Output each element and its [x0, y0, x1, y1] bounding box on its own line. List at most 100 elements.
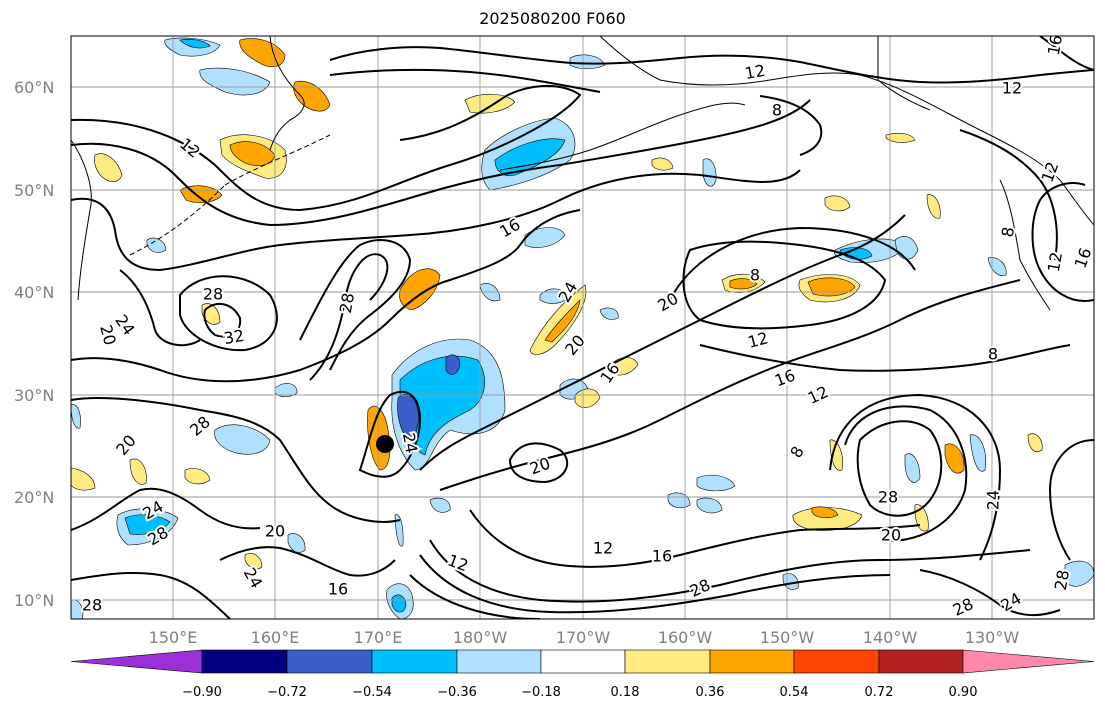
- contour-label: 12: [743, 61, 766, 83]
- positive-anomaly-region: [574, 388, 601, 408]
- contour-label: 28: [687, 575, 713, 601]
- contour-line: [71, 487, 261, 531]
- contour-label: 20: [561, 331, 589, 359]
- contour-label: 24: [997, 589, 1024, 616]
- negative-anomaly-region: [599, 307, 619, 320]
- colorbar-ticks: −0.90 −0.72 −0.54 −0.36 −0.18 0.18 0.36 …: [182, 685, 977, 700]
- contour-line: [759, 95, 823, 156]
- contour-line: [1039, 36, 1094, 71]
- contour-line: [856, 420, 943, 517]
- contour-label: 16: [1044, 33, 1066, 56]
- contour-line: [71, 209, 581, 383]
- contour-label: 8: [772, 101, 782, 120]
- colorbar-tick: 0.36: [696, 685, 725, 700]
- negative-anomaly-region: [524, 227, 566, 248]
- colorbar-segments: [70, 649, 1095, 674]
- negative-anomaly-region: [146, 237, 167, 253]
- colorbar-tick: −0.90: [182, 685, 222, 700]
- contour-line: [1031, 182, 1094, 302]
- contour-label: 12: [805, 382, 831, 408]
- contour-label: 28: [336, 291, 358, 314]
- contour-line: [71, 571, 231, 619]
- positive-anomaly-region: [729, 278, 758, 290]
- lat-label: 20°N: [14, 488, 54, 507]
- negative-anomaly-region: [539, 288, 569, 304]
- lon-label: 130°W: [965, 628, 1020, 647]
- colorbar-segment: [286, 649, 373, 674]
- colorbar-tick: 0.72: [865, 685, 894, 700]
- colorbar-segment: [70, 649, 203, 674]
- lon-label: 150°W: [760, 628, 815, 647]
- colorbar-tick: −0.72: [267, 685, 307, 700]
- positive-anomaly-region: [651, 157, 674, 171]
- positive-anomaly-region: [824, 195, 851, 212]
- longitude-axis: 150°E 160°E 170°E 180°W 170°W 160°W 150°…: [149, 628, 1020, 647]
- lon-label: 160°W: [658, 628, 713, 647]
- contour-label: 20: [265, 522, 285, 541]
- contour-label: 8: [750, 266, 760, 285]
- shaded-field-layer: [71, 37, 1094, 619]
- contour-line: [329, 68, 601, 93]
- contour-label: 8: [988, 345, 998, 364]
- map-title: 2025080200 F060: [479, 9, 626, 28]
- contour-label: 28: [950, 594, 976, 620]
- contour-label: 28: [82, 596, 102, 615]
- contour-line: [439, 279, 1021, 491]
- colorbar-tick: 0.54: [780, 685, 809, 700]
- contour-line: [419, 554, 891, 614]
- lon-label: 180°W: [453, 628, 508, 647]
- contour-label: 24: [984, 490, 1003, 510]
- colorbar: −0.90 −0.72 −0.54 −0.36 −0.18 0.18 0.36 …: [70, 649, 1095, 700]
- contour-label: 16: [1071, 245, 1096, 271]
- colorbar-segment: [962, 649, 1095, 674]
- asia-coast: [71, 139, 92, 301]
- contour-label: 28: [878, 488, 898, 507]
- negative-anomaly-region: [214, 424, 271, 455]
- contour-label: 32: [222, 326, 245, 348]
- negative-anomaly-region: [702, 158, 717, 187]
- contour-line: [1048, 439, 1094, 561]
- contour-label: 16: [496, 215, 523, 242]
- negative-anomaly-region: [429, 497, 451, 513]
- contour-line: [682, 240, 887, 330]
- contour-line: [71, 397, 401, 523]
- colorbar-tick: −0.54: [352, 685, 392, 700]
- colorbar-tick: 0.18: [611, 685, 640, 700]
- lat-label: 60°N: [14, 78, 54, 97]
- positive-anomaly-region: [293, 80, 331, 112]
- positive-anomaly-region: [239, 38, 286, 68]
- contour-label: 8: [786, 443, 808, 461]
- colorbar-segment: [878, 649, 964, 674]
- positive-anomaly-region: [71, 467, 96, 491]
- contour-label: 12: [176, 134, 204, 162]
- contour-label: 28: [1051, 568, 1073, 591]
- contour-line: [299, 239, 412, 371]
- negative-anomaly-region: [394, 514, 404, 547]
- contour-line: [309, 253, 389, 381]
- positive-anomaly-region: [129, 458, 147, 485]
- graticule: [71, 36, 1094, 619]
- contour-line: [959, 129, 1058, 261]
- lon-label: 150°E: [149, 628, 198, 647]
- plot-frame: [70, 35, 1095, 620]
- contour-label: 8: [998, 225, 1018, 238]
- contour-label: 16: [328, 580, 348, 599]
- contour-line: [71, 99, 811, 227]
- contour-line: [669, 226, 916, 301]
- negative-anomaly-region: [199, 67, 271, 96]
- colorbar-segment: [456, 649, 542, 674]
- coastline-layer: [71, 36, 1094, 311]
- contour-line: [469, 509, 921, 568]
- positive-anomaly-region: [464, 93, 516, 114]
- positive-anomaly-region: [807, 277, 856, 297]
- contour-line: [409, 574, 541, 619]
- negative-anomaly-region: [894, 236, 919, 260]
- contour-layer: [71, 36, 1094, 619]
- storm-center-marker: [376, 435, 394, 453]
- kamchatka-coast: [269, 36, 305, 151]
- negative-anomaly-region: [179, 38, 211, 49]
- lat-label: 40°N: [14, 283, 54, 302]
- negative-anomaly-region: [71, 404, 81, 429]
